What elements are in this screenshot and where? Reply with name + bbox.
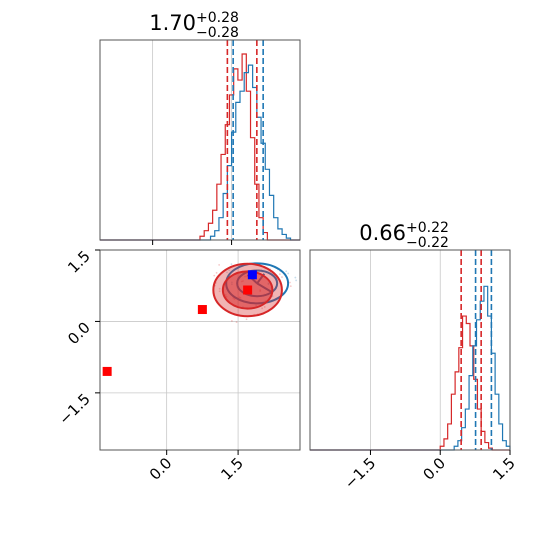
- hist-param0-title-median: 1.70: [149, 11, 196, 35]
- hist-series-1: [100, 64, 300, 241]
- hist-param1-title-minus: −0.22: [406, 235, 449, 251]
- marker-1: [102, 366, 112, 376]
- joint-markers: [102, 270, 257, 376]
- contour-sample-dot-1-27: [230, 320, 233, 322]
- contour-sample-dot-1-12: [213, 274, 216, 277]
- contour-sample-dot-1-3: [263, 306, 266, 308]
- hist-param0-series: [100, 53, 300, 241]
- hist-param0-ticks: [152, 240, 233, 245]
- hist-series-0: [310, 315, 510, 451]
- hist-param1-frame: [309, 249, 511, 451]
- x-tick-label-2: 1.5: [489, 454, 519, 484]
- contour-sample-dot-1-19: [245, 318, 248, 321]
- joint-x-tick-label-0: 0.0: [146, 454, 176, 484]
- contour-sample-dot-1-33: [215, 271, 218, 274]
- contour-sample-dot-0-26: [287, 272, 290, 275]
- hist-param1-ticks: −1.5 0.0 1.5: [341, 450, 519, 493]
- hist-param1-series: [310, 285, 511, 451]
- hist-param0-title-plus: +0.28: [196, 10, 239, 26]
- hist-param1-grid: [370, 250, 511, 450]
- joint-y-tick-label-0: −1.5: [55, 390, 93, 428]
- hist-param1-quantiles: [460, 250, 493, 450]
- contour-sample-dot-1-26: [281, 276, 283, 278]
- contour-sample-dot-0-5: [285, 270, 288, 273]
- hist-panel-param0: 1.70 +0.28 −0.28: [99, 10, 301, 245]
- joint-y-tick-label-2: 1.5: [64, 247, 94, 277]
- joint-contour-panel: 0.0 1.5 −1.5 0.0 1.5: [55, 247, 301, 484]
- marker-0: [197, 305, 207, 315]
- hist-param1-title-median: 0.66: [359, 221, 406, 245]
- x-tick-label-1: 0.0: [419, 454, 449, 484]
- x-tick-label-0: −1.5: [341, 454, 379, 492]
- contour-sample-dot-1-38: [218, 287, 221, 290]
- hist-param0-grid: [152, 40, 232, 240]
- contour-sample-dot-0-20: [230, 263, 233, 266]
- contour-sample-dot-1-6: [235, 321, 238, 324]
- joint-y-tick-label-1: 0.0: [64, 319, 94, 349]
- contour-sample-dot-1-17: [218, 290, 221, 293]
- contour-sample-dot-0-33: [228, 269, 231, 272]
- hist-param0-title-minus: −0.28: [196, 25, 239, 41]
- contour-sample-dot-1-20: [218, 264, 221, 266]
- contour-sample-dot-1-24: [261, 307, 264, 310]
- hist-series-1: [310, 285, 511, 451]
- joint-frame: [99, 249, 301, 451]
- contour-sample-dot-1-5: [278, 273, 281, 276]
- hist-series-0: [100, 53, 300, 241]
- hist-param1-title-plus: +0.22: [406, 220, 449, 236]
- hist-param0-frame: [99, 39, 301, 241]
- contour-sample-dot-0-34: [295, 279, 298, 282]
- contour-sample-dot-0-12: [226, 271, 228, 274]
- contour-sample-dot-1-34: [289, 285, 292, 288]
- contour-sample-dot-0-13: [294, 276, 297, 279]
- hist-param0-quantiles: [226, 40, 264, 240]
- marker-2: [243, 285, 253, 295]
- hist-panel-param1: −1.5 0.0 1.5 0.66 +0.22 −0.22: [309, 220, 519, 493]
- contour-sample-dot-1-13: [289, 281, 291, 284]
- joint-x-tick-label-1: 1.5: [217, 454, 247, 484]
- marker-3: [247, 270, 257, 280]
